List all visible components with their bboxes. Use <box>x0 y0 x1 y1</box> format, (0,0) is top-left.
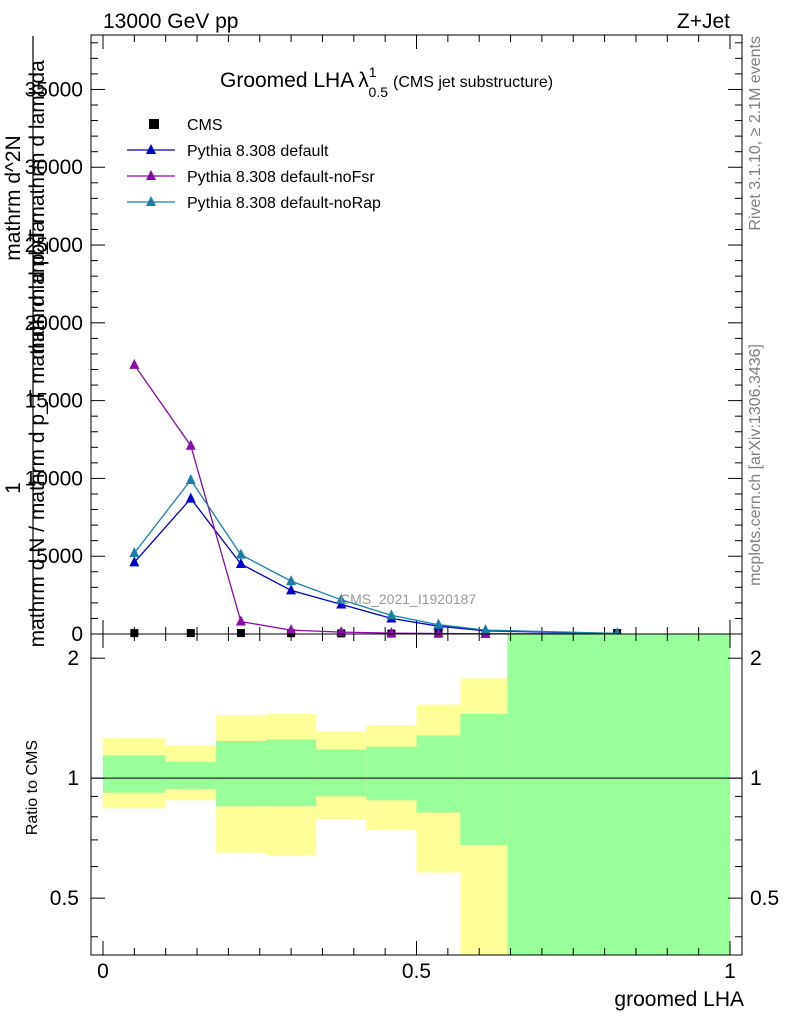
mc-data-point <box>433 627 444 638</box>
green-band <box>366 746 417 801</box>
legend-marker-triangle <box>146 196 156 206</box>
y-tick-label: 35000 <box>25 78 83 101</box>
series-line <box>133 478 618 635</box>
y-tick-label: 5000 <box>36 545 83 568</box>
y-label-denominator-2: mathrm d p_T mathrm d lambda <box>26 60 49 360</box>
legend-label: Pythia 8.308 default-noRap <box>187 195 381 212</box>
y-tick-label: 10000 <box>25 467 83 490</box>
y-label-numerator-1: 1 <box>2 482 25 494</box>
mc-data-point <box>433 618 444 629</box>
ratio-y-axis-label: Ratio to CMS <box>24 740 41 835</box>
green-band <box>165 761 216 789</box>
ratio-y-ticks: 0.5 0.5 1 1 2 2 <box>50 647 779 938</box>
x-tick-label: 0 <box>97 960 109 983</box>
legend-marker-square <box>149 119 159 129</box>
main-y-ticks: 5000 10000 15000 20000 25000 30000 35000 0 <box>25 42 742 646</box>
legend: CMS Pythia 8.308 default Pythia 8.308 defa… <box>127 117 381 212</box>
green-band <box>316 749 367 797</box>
green-band <box>266 739 317 807</box>
mc-data-point <box>286 575 297 586</box>
mc-data-point <box>129 358 140 369</box>
mc-data-point <box>480 624 491 635</box>
ratio-bands <box>103 634 730 955</box>
main-plot-panel: 5000 10000 15000 20000 25000 30000 35000 0 CMS_… <box>2 34 743 647</box>
main-y-axis-label: 1 mathrm d N / mathrm d p_T mathrm d lam… <box>2 36 49 647</box>
ratio-x-ticks: 0 0.5 1 <box>97 634 736 983</box>
mc-data-point <box>235 615 246 626</box>
ratio-plot-panel: 0.5 0.51 12 2 0 0.5 1 Ratio to CMS groomed LH… <box>24 633 779 1011</box>
mc-data-point <box>185 473 196 484</box>
cms-data-point <box>130 629 139 638</box>
mc-data-point <box>336 593 347 604</box>
mc-data-point <box>129 547 140 558</box>
ratio-y-tick-label-left: 0.5 <box>50 887 79 910</box>
series-line <box>133 497 618 635</box>
rivet-label: Rivet 3.1.10, ≥ 2.1M events <box>747 36 764 231</box>
green-band <box>460 713 508 845</box>
legend-label: Pythia 8.308 default-noFsr <box>187 169 375 186</box>
green-band <box>215 740 267 807</box>
legend-marker-triangle <box>146 144 156 154</box>
legend-marker-triangle <box>146 170 156 180</box>
cms-data-point <box>236 629 245 638</box>
chart-title: Groomed LHA λ1 0.5(CMS jet substructure) <box>220 64 553 100</box>
mc-data-point <box>386 609 397 620</box>
green-band <box>416 735 461 813</box>
legend-label: CMS <box>187 117 223 134</box>
mc-data-point <box>235 557 246 568</box>
header-right: Z+Jet <box>677 10 730 33</box>
green-band <box>507 634 730 955</box>
x-axis-label: groomed LHA <box>614 988 744 1011</box>
y-tick-label: 25000 <box>25 234 83 257</box>
mc-data-point <box>286 624 297 635</box>
y-tick-label: 15000 <box>25 390 83 413</box>
ratio-y-tick-label-right: 0.5 <box>750 887 779 910</box>
cms-data-point <box>186 629 195 638</box>
y-label-numerator-2: mathrm d^2N <box>2 135 25 260</box>
x-tick-label: 1 <box>724 960 736 983</box>
mc-data-point <box>185 439 196 450</box>
x-tick-label: 0.5 <box>402 960 431 983</box>
ratio-y-tick-label-left: 2 <box>67 647 79 670</box>
y-tick-label: 30000 <box>25 156 83 179</box>
y-tick-label: 20000 <box>25 312 83 335</box>
mc-data-point <box>286 584 297 595</box>
watermark: CMS_2021_I1920187 <box>340 591 476 607</box>
mc-data-point <box>386 627 397 638</box>
mcplots-label: mcplots.cern.ch [arXiv:1306.3436] <box>747 344 764 586</box>
y-tick-label: 0 <box>71 623 83 646</box>
ratio-y-tick-label-right: 2 <box>750 647 762 670</box>
mc-data-point <box>235 548 246 559</box>
legend-label: Pythia 8.308 default <box>187 143 329 160</box>
y-label-denominator-1: mathrm d N / mathrm d p_T mathrm d lambd… <box>26 220 49 647</box>
header-left: 13000 GeV pp <box>103 10 238 33</box>
ratio-y-tick-label-right: 1 <box>750 767 762 790</box>
ratio-y-tick-label-left: 1 <box>67 767 79 790</box>
green-band <box>103 755 166 793</box>
mc-data-point <box>185 492 196 503</box>
mc-data-point <box>129 556 140 567</box>
